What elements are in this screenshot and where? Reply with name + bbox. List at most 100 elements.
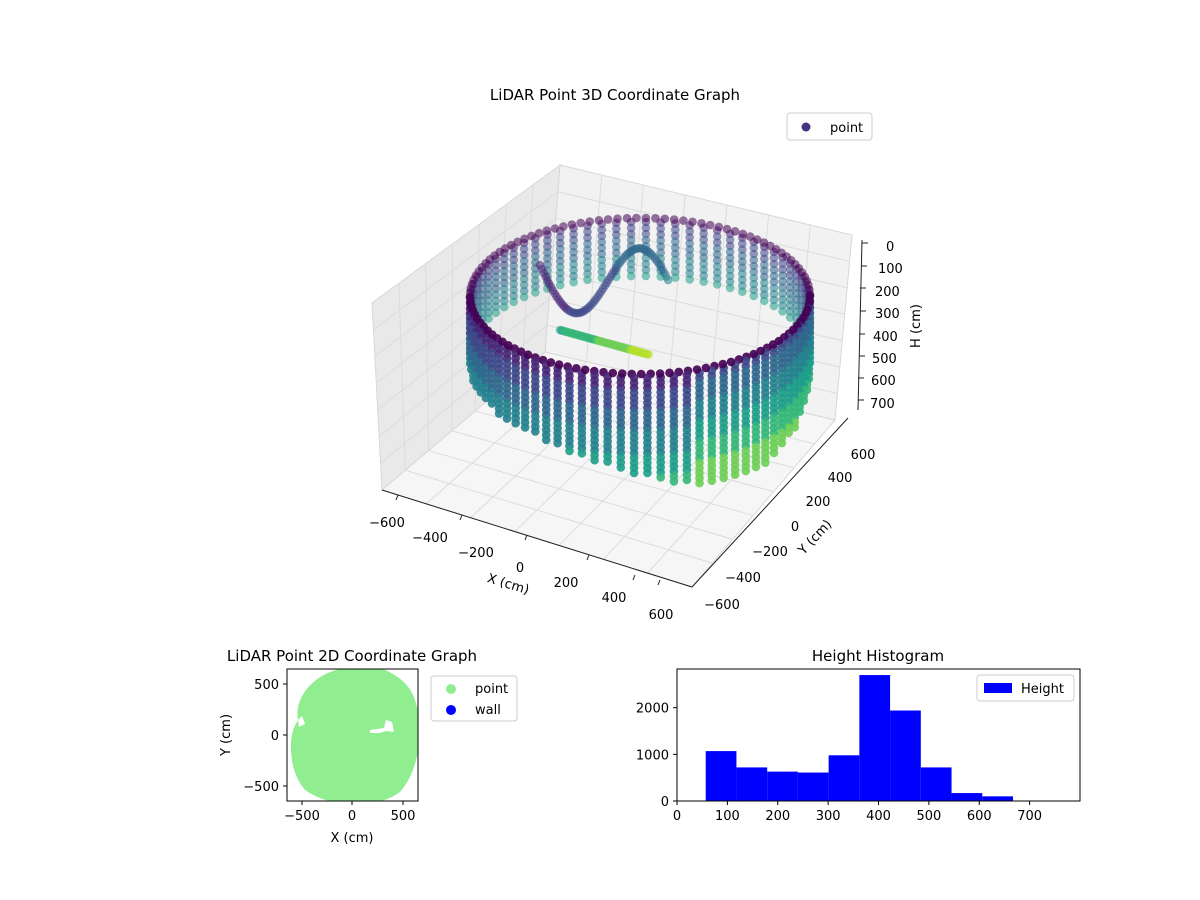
- histogram-bar: [797, 772, 829, 801]
- chart-2d-legend-marker-point: [446, 684, 456, 694]
- chart-3d-x-tick-label: 600: [649, 608, 674, 623]
- chart-3d-point: [608, 368, 618, 378]
- chart-3d-point: [725, 253, 735, 263]
- chart-3d-point: [531, 246, 540, 255]
- chart-3d-point: [685, 275, 694, 284]
- chart-3d-point: [656, 230, 665, 239]
- chart-3d-point: [699, 229, 708, 238]
- chart-2d-legend: point wall: [430, 675, 518, 722]
- chart-3d-x-tick-label: 0: [516, 561, 524, 576]
- chart-3d-point: [785, 307, 795, 316]
- chart-3d-z-tick-label: 700: [870, 397, 895, 412]
- chart-3d-point: [491, 272, 501, 282]
- chart-3d-z-axis-label: H (cm): [909, 304, 924, 348]
- chart-3d-point: [481, 393, 491, 403]
- chart-3d-point: [751, 462, 761, 472]
- chart-3d-legend: point: [786, 112, 873, 141]
- chart-3d-point: [685, 227, 694, 236]
- chart-3d-point: [590, 455, 599, 465]
- chart-histogram-title: Height Histogram: [812, 647, 944, 665]
- chart-3d-point: [567, 220, 577, 229]
- chart-3d-point: [671, 273, 680, 283]
- chart-3d-point: [541, 435, 551, 445]
- chart-3d-point: [583, 245, 592, 255]
- chart-3d-point: [603, 215, 613, 224]
- chart-3d-point: [760, 260, 769, 270]
- chart-3d-point: [499, 278, 509, 288]
- chart-3d-point: [519, 292, 529, 302]
- chart-3d-point: [641, 265, 651, 275]
- chart-3d-z-tick-label: 600: [871, 374, 896, 389]
- chart-3d-point: [785, 289, 795, 298]
- histogram-y-tick-label: 1000: [636, 748, 669, 763]
- chart-3d-point: [622, 213, 632, 223]
- chart-3d-point: [725, 247, 735, 257]
- chart-3d-point: [749, 255, 759, 265]
- chart-3d-x-tick-label: −600: [369, 516, 405, 531]
- chart-2d-y-tick-label: 500: [254, 678, 279, 693]
- chart-3d-point: [671, 267, 680, 277]
- histogram-x-tick-label: 100: [715, 809, 740, 824]
- chart-3d-x-tick-label: −400: [412, 531, 448, 546]
- chart-3d-point: [778, 301, 787, 310]
- histogram-bar: [767, 771, 798, 801]
- chart-3d-point: [699, 253, 708, 262]
- histogram-x-tick-label: 300: [816, 809, 841, 824]
- chart-3d-point: [730, 470, 740, 480]
- chart-3d-point: [585, 217, 594, 226]
- chart-3d-point: [499, 266, 509, 276]
- chart-3d-point: [626, 223, 636, 233]
- chart-3d-point: [519, 256, 529, 266]
- chart-3d-point: [749, 291, 759, 301]
- chart-3d-point: [613, 214, 622, 223]
- chart-3d-point: [569, 235, 578, 245]
- chart-3d-point: [519, 286, 529, 296]
- chart-3d-point: [603, 457, 612, 466]
- chart-3d-point: [509, 249, 518, 259]
- chart-3d-point: [705, 220, 715, 230]
- chart-3d-point: [669, 477, 679, 486]
- chart-3d-point: [509, 267, 518, 277]
- chart-3d-point: [555, 268, 565, 278]
- chart-3d-point: [484, 314, 493, 323]
- chart-3d-point: [636, 369, 646, 379]
- chart-3d-point: [712, 238, 722, 247]
- chart-3d-point: [542, 226, 552, 235]
- histogram-bar: [982, 796, 1014, 801]
- chart-3d-point: [487, 399, 497, 408]
- histogram-x-tick-label: 700: [1017, 809, 1042, 824]
- chart-3d-point: [626, 271, 636, 281]
- chart-3d-point: [491, 308, 501, 318]
- chart-2d-y-axis-label: Y (cm): [219, 714, 234, 757]
- chart-3d-point: [760, 248, 769, 258]
- chart-histogram-legend-label: Height: [1021, 682, 1064, 697]
- chart-3d-point: [745, 232, 755, 241]
- chart-3d-point: [509, 291, 518, 301]
- chart-3d-point: [712, 262, 722, 271]
- histogram-x-tick-label: 400: [866, 809, 891, 824]
- chart-3d-point: [612, 248, 621, 258]
- chart-3d-point: [577, 449, 587, 458]
- chart-2d-legend-label: wall: [475, 703, 501, 718]
- chart-3d-point: [612, 230, 621, 240]
- chart-3d-point: [738, 229, 748, 239]
- chart-3d-point: [531, 276, 540, 285]
- chart-3d-point: [511, 418, 520, 428]
- chart-3d-point: [749, 273, 759, 283]
- chart-3d-point: [725, 283, 735, 293]
- chart-3d-point: [491, 284, 501, 294]
- chart-3d-point: [543, 236, 552, 245]
- chart-3d-point: [583, 269, 592, 279]
- chart-3d-point: [738, 281, 747, 291]
- chart-3d-point: [543, 254, 552, 263]
- chart-3d-point: [484, 290, 493, 299]
- chart-3d-point: [725, 259, 735, 269]
- chart-3d-point: [583, 227, 592, 237]
- chart-3d-x-tick-label: 400: [602, 591, 627, 606]
- chart-3d-point: [685, 257, 694, 266]
- chart-3d-point: [626, 259, 636, 269]
- chart-3d-point: [719, 473, 728, 483]
- chart-3d-point: [499, 272, 509, 282]
- histogram-bar: [890, 710, 921, 801]
- chart-histogram-legend-swatch: [984, 683, 1012, 693]
